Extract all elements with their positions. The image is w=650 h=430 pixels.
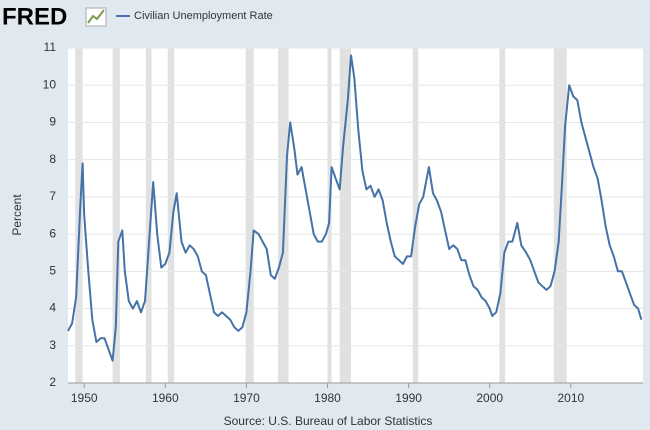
y-tick-label: 6 — [49, 226, 56, 240]
y-tick-label: 10 — [43, 77, 57, 91]
y-tick-label: 8 — [49, 152, 56, 166]
recession-band — [145, 48, 152, 383]
y-axis-label: Percent — [10, 194, 24, 236]
x-tick-label: 1970 — [233, 391, 260, 405]
y-tick-label: 5 — [49, 264, 56, 278]
y-tick-label: 3 — [49, 338, 56, 352]
logo-icon — [85, 7, 107, 27]
x-tick-label: 1950 — [71, 391, 98, 405]
recession-band — [499, 48, 506, 383]
series-line — [67, 54, 643, 362]
y-tick-label: 11 — [44, 40, 57, 54]
recession-band — [167, 48, 175, 383]
y-tick-label: 9 — [49, 115, 56, 129]
recession-band — [112, 48, 120, 383]
recession-band — [278, 48, 289, 383]
x-tick-label: 1980 — [314, 391, 341, 405]
y-tick-label: 4 — [49, 301, 56, 315]
x-tick-label: 2010 — [557, 391, 584, 405]
legend-label: Civilian Unemployment Rate — [134, 10, 273, 22]
y-tick-label: 7 — [49, 189, 56, 203]
recession-band — [412, 48, 419, 383]
x-tick-label: 1990 — [395, 391, 422, 405]
y-tick-label: 2 — [49, 375, 56, 389]
recession-band — [245, 48, 254, 383]
x-tick-label: 2000 — [476, 391, 503, 405]
logo: FRED — [2, 3, 67, 30]
recession-band — [339, 48, 352, 383]
x-tick-label: 1960 — [152, 391, 179, 405]
source: Source: U.S. Bureau of Labor Statistics — [224, 414, 433, 428]
